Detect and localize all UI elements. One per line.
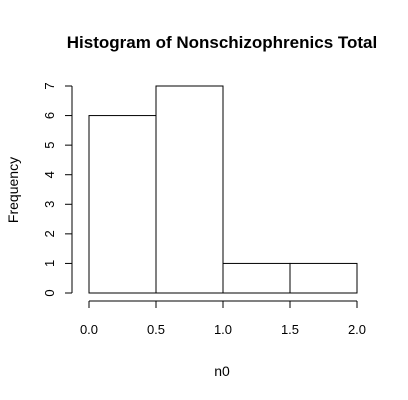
y-tick-label: 3 (42, 201, 57, 208)
x-axis-label: n0 (214, 363, 230, 379)
bars-group (88, 85, 358, 294)
y-tick-label: 0 (42, 289, 57, 296)
y-tick-label: 2 (42, 230, 57, 237)
y-tick-label: 6 (42, 112, 57, 119)
histogram-bar-0 (88, 115, 157, 294)
y-tick-label: 1 (42, 260, 57, 267)
x-tick-label: 0.0 (80, 322, 98, 337)
x-axis: 0.0 0.5 1.0 1.5 2.0 (80, 300, 366, 337)
chart-title: Histogram of Nonschizophrenics Total (67, 33, 377, 52)
x-tick-label: 2.0 (348, 322, 366, 337)
x-tick-label: 1.0 (214, 322, 232, 337)
y-tick-label: 4 (42, 171, 57, 178)
y-axis: 0 1 2 3 4 5 6 7 (42, 82, 73, 297)
histogram-bar-1 (155, 85, 224, 294)
y-tick-label: 5 (42, 142, 57, 149)
y-tick-label: 7 (42, 82, 57, 89)
y-axis-label: Frequency (5, 157, 21, 223)
x-tick-label: 1.5 (281, 322, 299, 337)
histogram-bar-2 (222, 262, 291, 294)
x-tick-label: 0.5 (147, 322, 165, 337)
histogram-bar-3 (289, 262, 358, 294)
